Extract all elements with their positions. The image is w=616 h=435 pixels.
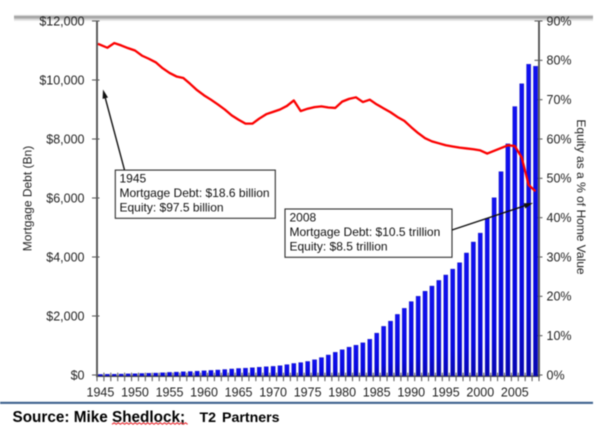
svg-text:30%: 30% — [547, 250, 572, 264]
svg-text:1985: 1985 — [363, 385, 391, 399]
svg-text:Equity: $97.5 billion: Equity: $97.5 billion — [120, 201, 224, 215]
svg-text:80%: 80% — [547, 54, 572, 68]
svg-text:2000: 2000 — [466, 385, 494, 399]
svg-text:Partners: Partners — [222, 410, 280, 426]
svg-text:$10,000: $10,000 — [39, 73, 84, 87]
svg-text:Mortgage Debt: $10.5 trillion: Mortgage Debt: $10.5 trillion — [290, 225, 441, 239]
svg-text:1980: 1980 — [328, 385, 356, 399]
svg-text:20%: 20% — [547, 290, 572, 304]
svg-text:70%: 70% — [547, 93, 572, 107]
svg-text:Shedlock;: Shedlock; — [112, 409, 185, 426]
svg-text:Equity: $8.5 trillion: Equity: $8.5 trillion — [290, 240, 388, 254]
svg-text:1970: 1970 — [259, 385, 287, 399]
svg-text:$6,000: $6,000 — [46, 191, 84, 205]
svg-text:Mike: Mike — [74, 409, 108, 426]
svg-text:$12,000: $12,000 — [39, 14, 84, 28]
svg-text:Source:: Source: — [13, 409, 70, 426]
svg-text:90%: 90% — [547, 14, 572, 28]
svg-text:T2: T2 — [200, 410, 217, 426]
svg-text:1945: 1945 — [87, 385, 115, 399]
svg-text:1955: 1955 — [156, 385, 184, 399]
svg-text:$8,000: $8,000 — [46, 132, 84, 146]
svg-text:2005: 2005 — [501, 385, 529, 399]
svg-text:50%: 50% — [547, 172, 572, 186]
svg-text:Mortgage Debt: $18.6 billion: Mortgage Debt: $18.6 billion — [120, 186, 270, 200]
svg-text:1960: 1960 — [190, 385, 218, 399]
svg-text:2008: 2008 — [290, 211, 317, 225]
svg-text:1950: 1950 — [121, 385, 149, 399]
svg-text:1995: 1995 — [432, 385, 460, 399]
svg-text:1990: 1990 — [397, 385, 425, 399]
svg-text:$0: $0 — [71, 368, 85, 382]
svg-text:1945: 1945 — [120, 172, 147, 186]
svg-text:10%: 10% — [547, 329, 572, 343]
svg-text:60%: 60% — [547, 132, 572, 146]
svg-text:$4,000: $4,000 — [46, 250, 84, 264]
svg-text:0%: 0% — [547, 368, 565, 382]
svg-text:Equity as a % of Home Value: Equity as a % of Home Value — [574, 119, 588, 275]
svg-text:1965: 1965 — [225, 385, 253, 399]
svg-text:Mortgage Debt (Bn): Mortgage Debt (Bn) — [21, 146, 35, 251]
svg-text:1975: 1975 — [294, 385, 322, 399]
svg-text:40%: 40% — [547, 211, 572, 225]
svg-text:$2,000: $2,000 — [46, 309, 84, 323]
